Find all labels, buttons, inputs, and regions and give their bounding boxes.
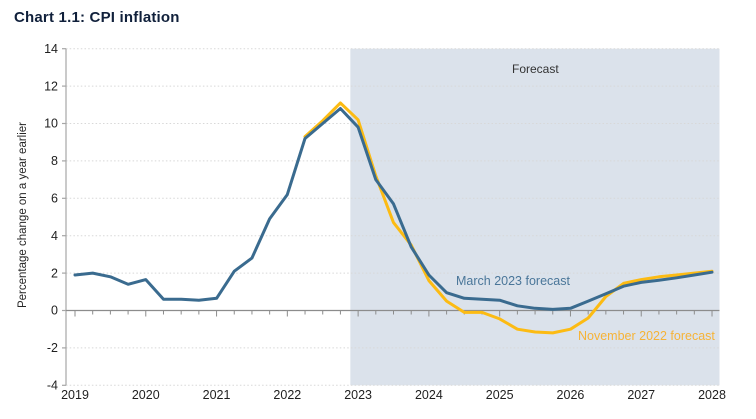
x-tick-label: 2027 <box>627 388 655 402</box>
x-tick-label: 2019 <box>61 388 89 402</box>
x-tick-label: 2024 <box>415 388 443 402</box>
y-tick-label: 12 <box>44 79 58 93</box>
march-2023-forecast-line <box>73 107 714 311</box>
x-tick-label: 2025 <box>486 388 514 402</box>
x-tick-label: 2022 <box>273 388 301 402</box>
forecast-shaded-region <box>350 48 720 386</box>
chart-title: Chart 1.1: CPI inflation <box>14 9 180 26</box>
y-tick-label: 14 <box>44 42 58 56</box>
x-tick-label: 2026 <box>557 388 585 402</box>
y-tick-label: -2 <box>47 341 58 355</box>
november-2022-series-label: November 2022 forecast <box>578 329 715 343</box>
y-tick-label: 0 <box>51 304 58 318</box>
y-tick-label: 4 <box>51 229 58 243</box>
x-tick-label: 2023 <box>344 388 372 402</box>
y-tick-label: 6 <box>51 192 58 206</box>
x-tick-label: 2021 <box>203 388 231 402</box>
march-2023-series-label: March 2023 forecast <box>456 274 570 288</box>
forecast-region-label: Forecast <box>512 62 559 76</box>
y-tick-label: -4 <box>47 379 58 393</box>
y-tick-label: 10 <box>44 117 58 131</box>
x-tick-label: 2028 <box>698 388 726 402</box>
y-tick-label: 2 <box>51 266 58 280</box>
y-tick-label: 8 <box>51 154 58 168</box>
x-tick-label: 2020 <box>132 388 160 402</box>
